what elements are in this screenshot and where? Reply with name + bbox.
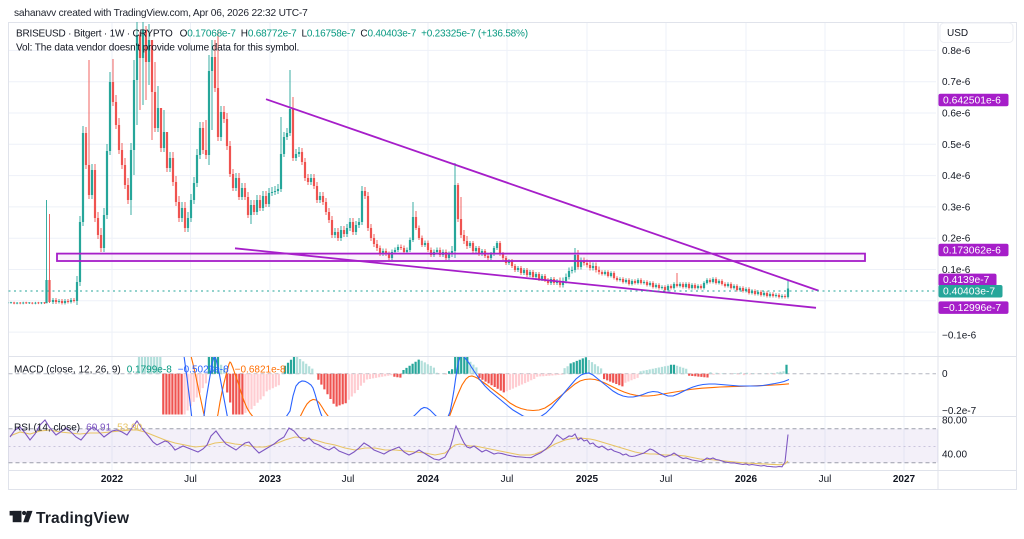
svg-text:0.8e-6: 0.8e-6	[942, 46, 971, 57]
svg-text:sahanavv created with TradingV: sahanavv created with TradingView.com, A…	[14, 8, 308, 19]
svg-text:2022: 2022	[101, 474, 124, 485]
svg-text:2027: 2027	[893, 474, 916, 485]
svg-text:80.00: 80.00	[942, 416, 967, 427]
svg-text:0: 0	[942, 369, 948, 380]
svg-text:MACD (close, 12, 26, 9)0.1799e: MACD (close, 12, 26, 9) 0.1799e-8 −0.5023e…	[14, 365, 286, 376]
svg-text:2024: 2024	[417, 474, 440, 485]
svg-text:0.642501e-6: 0.642501e-6	[943, 95, 1001, 106]
svg-text:Jul: Jul	[660, 474, 673, 485]
svg-text:2026: 2026	[735, 474, 758, 485]
svg-text:Jul: Jul	[819, 474, 832, 485]
svg-text:0.3e-6: 0.3e-6	[942, 202, 971, 213]
svg-text:Jul: Jul	[184, 474, 197, 485]
svg-text:0.40403e-7: 0.40403e-7	[943, 287, 995, 298]
svg-text:40.00: 40.00	[942, 450, 967, 461]
svg-text:2023: 2023	[259, 474, 282, 485]
svg-text:USD: USD	[947, 28, 968, 39]
svg-text:−0.1e-6: −0.1e-6	[942, 331, 977, 342]
svg-text:0.5e-6: 0.5e-6	[942, 140, 971, 151]
svg-text:0.4139e-7: 0.4139e-7	[943, 275, 990, 286]
svg-text:0.7e-6: 0.7e-6	[942, 77, 971, 88]
svg-text:Jul: Jul	[342, 474, 355, 485]
svg-text:−0.12996e-7: −0.12996e-7	[943, 303, 1001, 314]
svg-text:Jul: Jul	[501, 474, 514, 485]
svg-text:BRISEUSD · Bitgert · 1W · CRYP: BRISEUSD · Bitgert · 1W · CRYPTO O0.17068…	[16, 29, 528, 40]
svg-text:0.1e-6: 0.1e-6	[942, 265, 971, 276]
svg-text:Vol: The data vendor doesn't p: Vol: The data vendor doesn't provide vol…	[16, 43, 299, 54]
svg-text:0.173062e-6: 0.173062e-6	[943, 245, 1001, 256]
svg-text:0.4e-6: 0.4e-6	[942, 171, 971, 182]
svg-text:0.6e-6: 0.6e-6	[942, 109, 971, 120]
svg-text:0.2e-6: 0.2e-6	[942, 234, 971, 245]
svg-text:−0.2e-7: −0.2e-7	[942, 406, 977, 417]
svg-text:2025: 2025	[576, 474, 599, 485]
svg-text:TradingView: TradingView	[36, 510, 130, 527]
